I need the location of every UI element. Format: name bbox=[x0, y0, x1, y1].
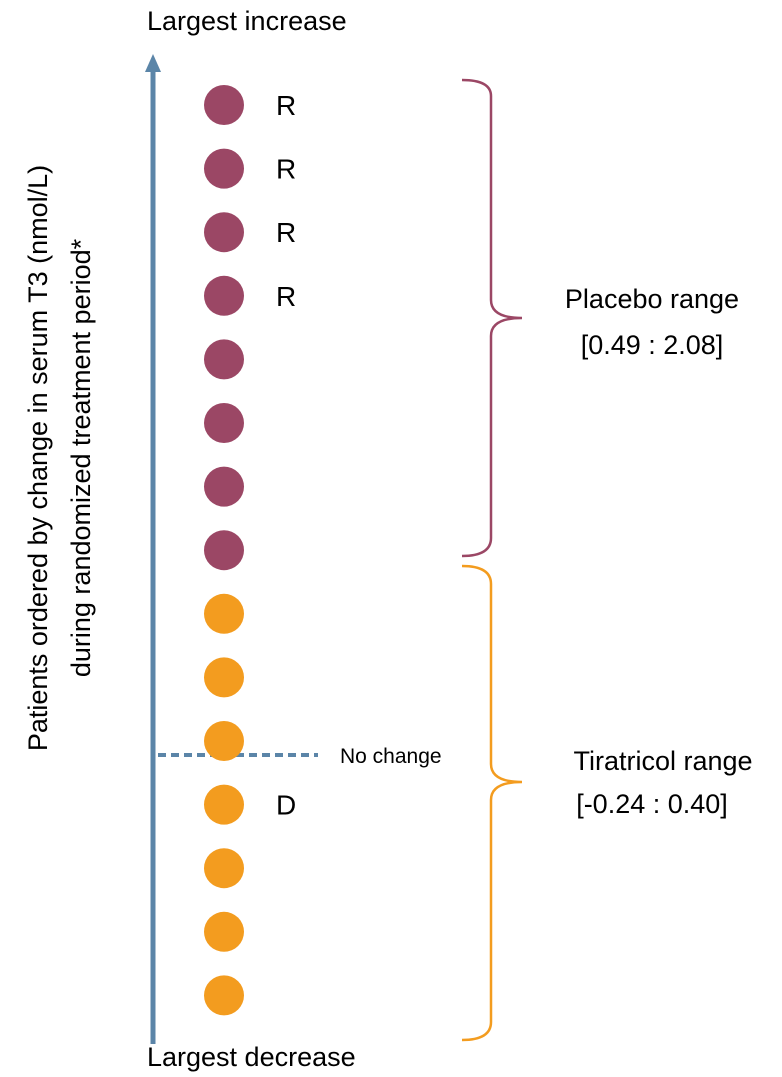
patient-point-placebo-7 bbox=[204, 466, 244, 507]
patient-flag-label: R bbox=[276, 281, 296, 312]
placebo-range-values: [0.49 : 2.08] bbox=[581, 330, 724, 360]
axis-arrowhead bbox=[145, 54, 161, 72]
patient-point-tiratricol-3 bbox=[204, 721, 244, 761]
axis-top-label: Largest increase bbox=[147, 6, 347, 36]
patient-point-placebo-5 bbox=[204, 339, 244, 380]
patient-flag-label: R bbox=[276, 90, 296, 121]
patient-point-placebo-8 bbox=[204, 530, 244, 571]
placebo-range-label: Placebo range bbox=[565, 284, 739, 314]
tiratricol-range-values: [-0.24 : 0.40] bbox=[576, 789, 728, 819]
patient-point-tiratricol-1 bbox=[204, 593, 244, 634]
patient-point-placebo-3 bbox=[204, 212, 244, 253]
axis-title-line2: during randomized treatment period* bbox=[66, 238, 96, 677]
patient-points: R R R R D bbox=[204, 85, 296, 1016]
placebo-bracket bbox=[461, 78, 523, 558]
patient-point-tiratricol-5 bbox=[204, 848, 244, 889]
patient-flag-label: D bbox=[276, 790, 296, 821]
no-change-label: No change bbox=[340, 745, 442, 768]
tiratricol-bracket bbox=[461, 564, 523, 1042]
patient-point-placebo-2 bbox=[204, 148, 244, 189]
patient-point-tiratricol-6 bbox=[204, 911, 244, 952]
patient-point-tiratricol-2 bbox=[204, 657, 244, 698]
patient-point-placebo-6 bbox=[204, 403, 244, 443]
patient-point-placebo-1 bbox=[204, 85, 244, 125]
tiratricol-range-label: Tiratricol range bbox=[573, 746, 752, 776]
axis-bottom-label: Largest decrease bbox=[147, 1042, 356, 1072]
patient-point-tiratricol-7 bbox=[204, 975, 244, 1016]
patient-point-placebo-4 bbox=[204, 275, 244, 316]
axis-title-line1: Patients ordered by change in serum T3 (… bbox=[23, 165, 53, 751]
patient-point-tiratricol-4 bbox=[204, 784, 244, 825]
patient-flag-label: R bbox=[276, 217, 296, 248]
patient-flag-label: R bbox=[276, 154, 296, 185]
